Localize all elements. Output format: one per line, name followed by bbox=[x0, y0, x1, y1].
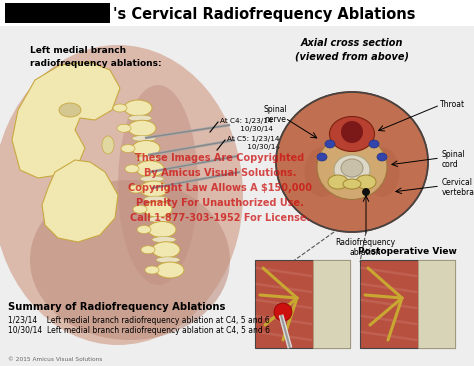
Text: 10/30/14: 10/30/14 bbox=[227, 144, 280, 150]
Text: Spinal
cord: Spinal cord bbox=[442, 150, 466, 169]
Ellipse shape bbox=[304, 147, 339, 197]
Ellipse shape bbox=[136, 156, 160, 162]
Ellipse shape bbox=[152, 237, 176, 243]
Bar bbox=[255, 260, 350, 348]
Ellipse shape bbox=[137, 225, 151, 234]
Ellipse shape bbox=[377, 153, 387, 161]
Ellipse shape bbox=[144, 201, 172, 217]
Ellipse shape bbox=[156, 262, 184, 278]
Text: 10/30/14  Left medial branch radiofrequency ablation at C4, 5 and 6: 10/30/14 Left medial branch radiofrequen… bbox=[8, 326, 270, 335]
Ellipse shape bbox=[0, 45, 243, 345]
Text: Summary of Radiofrequency Ablations: Summary of Radiofrequency Ablations bbox=[8, 302, 225, 312]
Ellipse shape bbox=[30, 180, 230, 340]
Ellipse shape bbox=[128, 120, 156, 136]
Ellipse shape bbox=[136, 161, 164, 177]
Ellipse shape bbox=[128, 115, 152, 121]
Ellipse shape bbox=[156, 257, 180, 263]
Ellipse shape bbox=[121, 145, 135, 153]
Polygon shape bbox=[12, 62, 120, 178]
Ellipse shape bbox=[276, 92, 428, 232]
Bar bbox=[0, 0, 474, 26]
Ellipse shape bbox=[140, 176, 164, 182]
Text: Radiofrequency
ablation: Radiofrequency ablation bbox=[335, 238, 395, 257]
Text: At C5: 1/23/14: At C5: 1/23/14 bbox=[227, 136, 280, 142]
Text: These Images Are Copyrighted
By Amicus Visual Solutions.
Copyright Law Allows A : These Images Are Copyrighted By Amicus V… bbox=[128, 153, 312, 223]
Text: Cervical
vertebra: Cervical vertebra bbox=[442, 178, 474, 197]
Ellipse shape bbox=[325, 140, 335, 148]
Ellipse shape bbox=[140, 181, 168, 197]
Ellipse shape bbox=[148, 221, 176, 238]
Ellipse shape bbox=[144, 196, 168, 202]
Ellipse shape bbox=[148, 216, 172, 223]
Text: Left medial branch
radiofrequency ablations:: Left medial branch radiofrequency ablati… bbox=[30, 46, 162, 67]
Ellipse shape bbox=[328, 175, 348, 189]
Text: 1/23/14    Left medial branch radiofrequency ablation at C4, 5 and 6: 1/23/14 Left medial branch radiofrequenc… bbox=[8, 316, 270, 325]
Ellipse shape bbox=[317, 134, 387, 199]
Polygon shape bbox=[42, 160, 118, 242]
Text: At C4: 1/23/14: At C4: 1/23/14 bbox=[220, 118, 273, 124]
Ellipse shape bbox=[125, 165, 139, 173]
Bar bbox=[360, 260, 455, 348]
Text: 10/30/14: 10/30/14 bbox=[220, 126, 273, 132]
Ellipse shape bbox=[124, 100, 152, 116]
Text: Axial cross section
(viewed from above): Axial cross section (viewed from above) bbox=[295, 38, 409, 61]
Ellipse shape bbox=[334, 155, 370, 185]
Ellipse shape bbox=[129, 185, 143, 193]
Text: 's Cervical Radiofrequency Ablations: 's Cervical Radiofrequency Ablations bbox=[113, 7, 416, 22]
Ellipse shape bbox=[132, 141, 160, 157]
Ellipse shape bbox=[341, 121, 363, 143]
Circle shape bbox=[274, 303, 292, 321]
Text: © 2015 Amicus Visual Solutions: © 2015 Amicus Visual Solutions bbox=[8, 357, 102, 362]
Ellipse shape bbox=[141, 246, 155, 254]
Text: Spinal
nerve: Spinal nerve bbox=[263, 105, 287, 124]
Ellipse shape bbox=[365, 147, 400, 197]
Ellipse shape bbox=[369, 140, 379, 148]
Ellipse shape bbox=[341, 159, 363, 177]
Circle shape bbox=[363, 188, 370, 195]
Ellipse shape bbox=[356, 175, 376, 189]
Bar bbox=[418, 260, 455, 348]
Ellipse shape bbox=[118, 85, 198, 285]
Text: Postoperative View: Postoperative View bbox=[358, 247, 457, 256]
Text: Throat: Throat bbox=[440, 100, 465, 109]
Ellipse shape bbox=[59, 103, 81, 117]
Ellipse shape bbox=[117, 124, 131, 132]
Ellipse shape bbox=[102, 136, 114, 154]
Ellipse shape bbox=[329, 116, 374, 152]
Ellipse shape bbox=[317, 153, 327, 161]
Ellipse shape bbox=[132, 135, 156, 141]
Ellipse shape bbox=[145, 266, 159, 274]
Ellipse shape bbox=[343, 179, 361, 189]
Ellipse shape bbox=[152, 242, 180, 258]
Bar bbox=[5, 3, 110, 23]
Ellipse shape bbox=[113, 104, 127, 112]
Ellipse shape bbox=[133, 205, 147, 213]
Bar bbox=[313, 260, 350, 348]
